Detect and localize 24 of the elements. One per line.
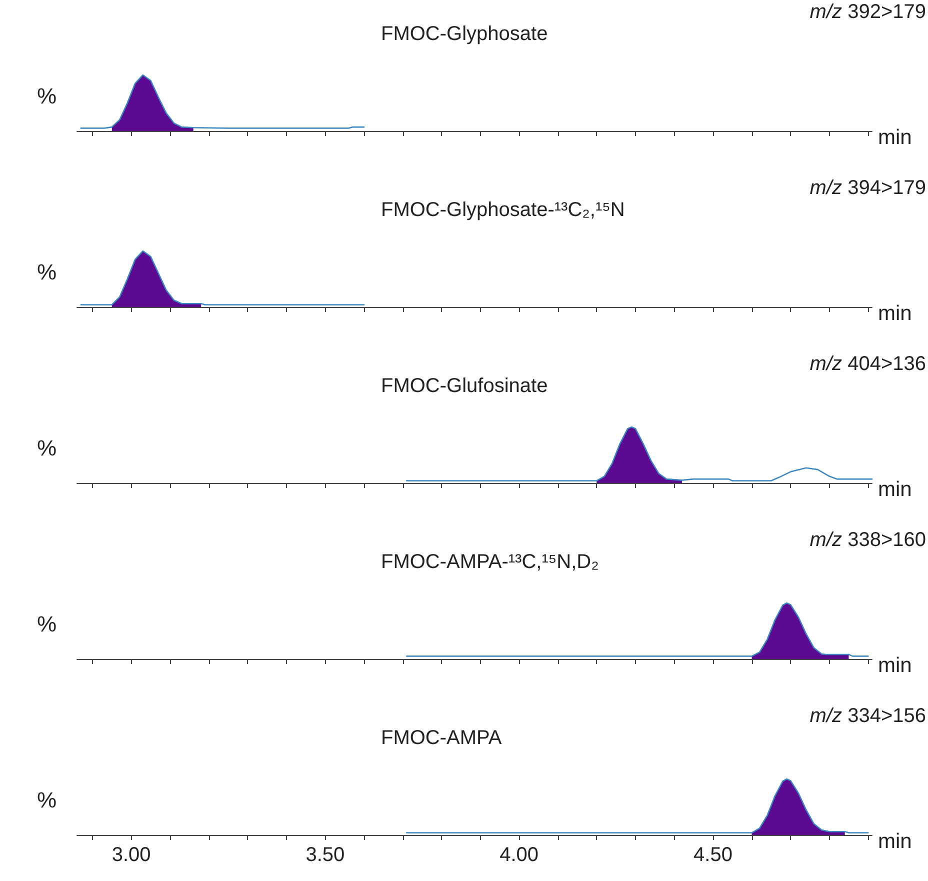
x-axis-title: min [878,126,912,149]
y-axis-title: % [37,436,57,460]
x-axis-title: min [878,654,912,677]
x-tick-label: 4.00 [500,844,539,866]
chart-title: FMOC-AMPA [381,727,502,749]
y-axis-title: % [37,788,57,812]
y-axis-title: % [37,84,57,108]
text: m/z 392>179 [810,1,926,23]
x-tick-label: 3.50 [306,844,345,866]
y-axis-title: % [37,612,57,636]
chart-title: FMOC-AMPA-¹³C,¹⁵N,D₂ [381,551,599,573]
chart-title: FMOC-Glyphosate-¹³C₂,¹⁵N [381,199,625,221]
x-axis-title: min [878,478,912,501]
text: m/z 334>156 [810,705,926,727]
chart-title: FMOC-Glufosinate [381,375,548,397]
x-axis-title: min [878,302,912,325]
x-tick-label: 3.00 [112,844,151,866]
y-axis-title: % [37,260,57,284]
text: m/z 404>136 [810,353,926,375]
x-tick-label: 4.50 [694,844,732,866]
text: m/z 394>179 [810,177,926,199]
text: m/z 338>160 [810,529,926,551]
x-axis-title: min [878,830,912,853]
chart-title: FMOC-Glyphosate [381,23,548,45]
